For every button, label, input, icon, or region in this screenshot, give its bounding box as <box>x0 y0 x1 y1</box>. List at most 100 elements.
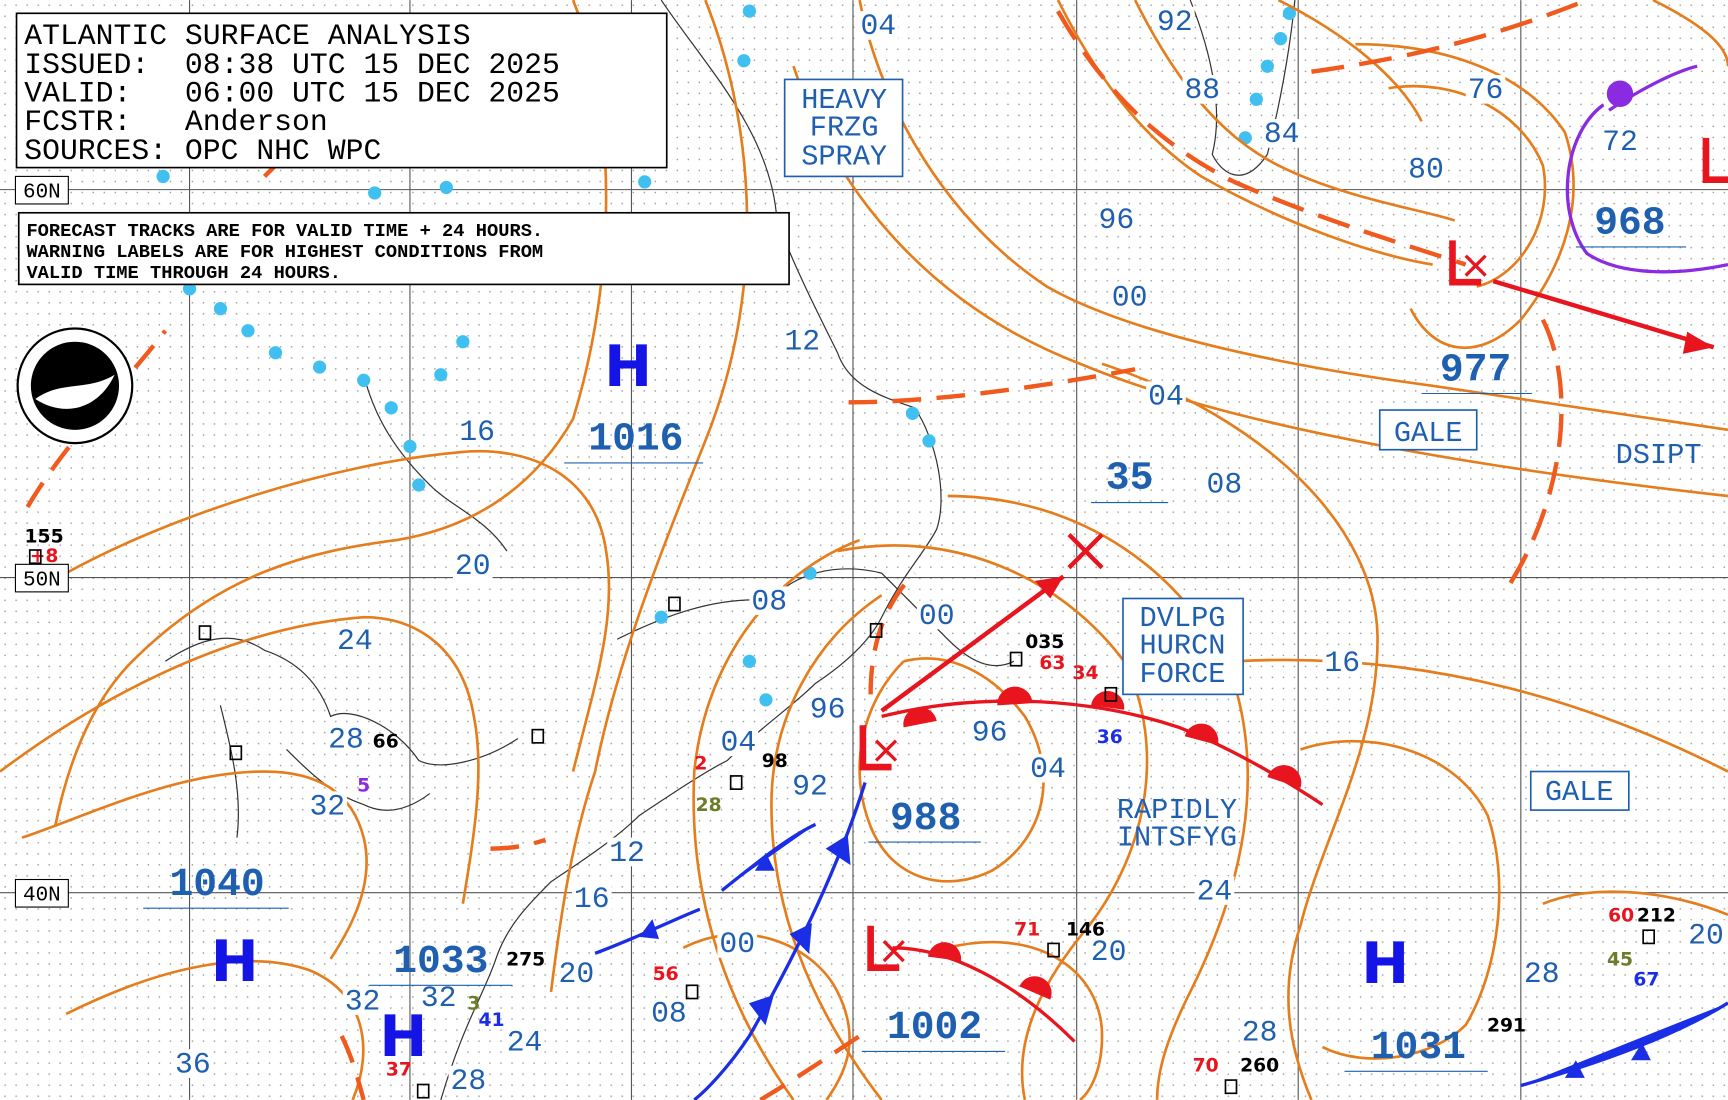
isobar-label-bg <box>1182 75 1223 104</box>
fronts-and-troughs-part <box>927 942 1052 1000</box>
fronts-and-troughs-part <box>1492 278 1715 350</box>
isobar-label: 32 <box>309 789 345 823</box>
isobar-label-bg <box>649 998 689 1028</box>
ice-edge-part <box>905 406 920 420</box>
isobar-label-bg <box>342 986 383 1016</box>
station-value: 60 <box>1608 905 1634 926</box>
station-value: 146 <box>1066 920 1105 941</box>
warning-text: RAPIDLY <box>1117 794 1237 827</box>
fronts-and-troughs-part <box>892 946 1076 1043</box>
isobar-label-bg <box>1465 75 1506 104</box>
station-symbol <box>685 984 699 1000</box>
isobar-label-bg <box>1028 753 1068 783</box>
isobar-label-bg <box>807 694 848 724</box>
latitude-label: 40N <box>23 884 61 907</box>
station-symbol <box>416 1083 430 1099</box>
isobar-label: 96 <box>810 693 846 727</box>
isobar-label-bg <box>326 724 366 753</box>
station-value: 34 <box>1072 663 1098 684</box>
isobar-label-bg <box>1261 119 1302 148</box>
warnings-part <box>783 78 904 178</box>
isobar-label: 08 <box>751 585 787 619</box>
high-letter: H <box>604 333 652 400</box>
fronts-and-troughs <box>25 0 1728 1100</box>
warning-text: FORCE <box>1140 658 1226 691</box>
low-pressure: 1002 <box>887 1005 982 1050</box>
note-box-part <box>17 211 790 286</box>
station-value: 5 <box>357 775 370 796</box>
note-box: FORECAST TRACKS ARE FOR VALID TIME + 24 … <box>17 211 790 286</box>
station-value: +8 <box>30 546 59 567</box>
isobar-label-bg <box>1600 126 1640 156</box>
isobar-label: 72 <box>1602 125 1638 159</box>
warning-text: FRZG <box>810 112 879 145</box>
isobar-label-bg <box>556 958 597 988</box>
isobar-label: 80 <box>1408 153 1444 187</box>
isobar-label-bg <box>717 929 758 958</box>
isobars-part <box>1299 739 1501 1060</box>
isobars-part <box>792 65 1728 498</box>
ice-edge-part <box>439 180 453 195</box>
station-value: 275 <box>506 949 545 970</box>
ice-edge-part <box>759 693 773 707</box>
station-symbol <box>28 549 42 565</box>
station-value: 98 <box>762 751 788 772</box>
isobar-label: 00 <box>919 599 955 633</box>
isobar-label-bg <box>571 883 612 913</box>
isobar-label-bg <box>1194 876 1235 905</box>
isobar-label: 04 <box>1030 752 1066 786</box>
isobar-label-bg <box>718 727 759 757</box>
isobar-label-bg <box>335 626 375 655</box>
isobar-label: 28 <box>1242 1015 1278 1049</box>
coastlines-part <box>164 374 519 766</box>
fronts-and-troughs-part <box>1034 576 1064 599</box>
warning-text: INTSFYG <box>1117 821 1237 854</box>
warnings: HEAVY FRZG SPRAY GALE DVLPG HURCN FORCE … <box>783 78 1702 854</box>
station-value: 71 <box>1014 920 1040 941</box>
ice-edge-part <box>1260 59 1274 73</box>
isobar-label-bg <box>607 837 647 867</box>
ice-edge-part <box>384 401 398 415</box>
isobars-part <box>549 0 749 993</box>
isobar-label: 92 <box>1157 5 1193 39</box>
station-symbol <box>1009 651 1023 667</box>
station-symbol <box>531 728 545 744</box>
isobar-label: 08 <box>651 997 687 1031</box>
station-symbol <box>668 596 681 612</box>
ice-edge-part <box>434 368 448 382</box>
isobar-label-bg <box>782 326 823 355</box>
note-line: WARNING LABELS ARE FOR HIGHEST CONDITION… <box>26 241 543 263</box>
station-value: 291 <box>1487 1016 1526 1037</box>
note-line: VALID TIME THROUGH 24 HOURS. <box>26 262 341 284</box>
fronts-and-troughs-part <box>1056 10 1467 267</box>
isobar-label: 24 <box>337 624 373 658</box>
isobars-part <box>1234 658 1728 773</box>
ice-edge-part <box>182 282 197 296</box>
isobar-label-bg <box>969 717 1010 747</box>
station-symbol <box>229 745 243 761</box>
fronts-and-troughs-part <box>1067 533 1104 570</box>
header-valid: VALID: 06:00 UTC 15 DEC 2025 <box>24 76 560 110</box>
isobars-part <box>858 0 1728 432</box>
low-symbols-part <box>882 940 905 963</box>
isobars-part <box>947 940 1104 1100</box>
low-pressure: 988 <box>890 796 961 841</box>
station-value: 3 <box>467 994 480 1015</box>
boxed-label: 35 <box>1106 455 1154 500</box>
low-symbols-part <box>859 725 892 771</box>
warning-text: GALE <box>1545 776 1614 809</box>
isobar-label-bg <box>307 791 348 820</box>
station-value: 67 <box>1633 969 1659 990</box>
noaa-logo-part <box>35 374 115 409</box>
isobar-label-bg <box>1686 920 1726 949</box>
isobar-label: 96 <box>972 716 1008 750</box>
station-symbol <box>1104 686 1118 702</box>
isobar-label-bg <box>457 416 498 446</box>
isobar-label: 20 <box>1091 935 1127 969</box>
isobars-part <box>1277 0 1728 122</box>
isobars-part <box>21 770 368 960</box>
ice-edge-part <box>368 186 382 200</box>
